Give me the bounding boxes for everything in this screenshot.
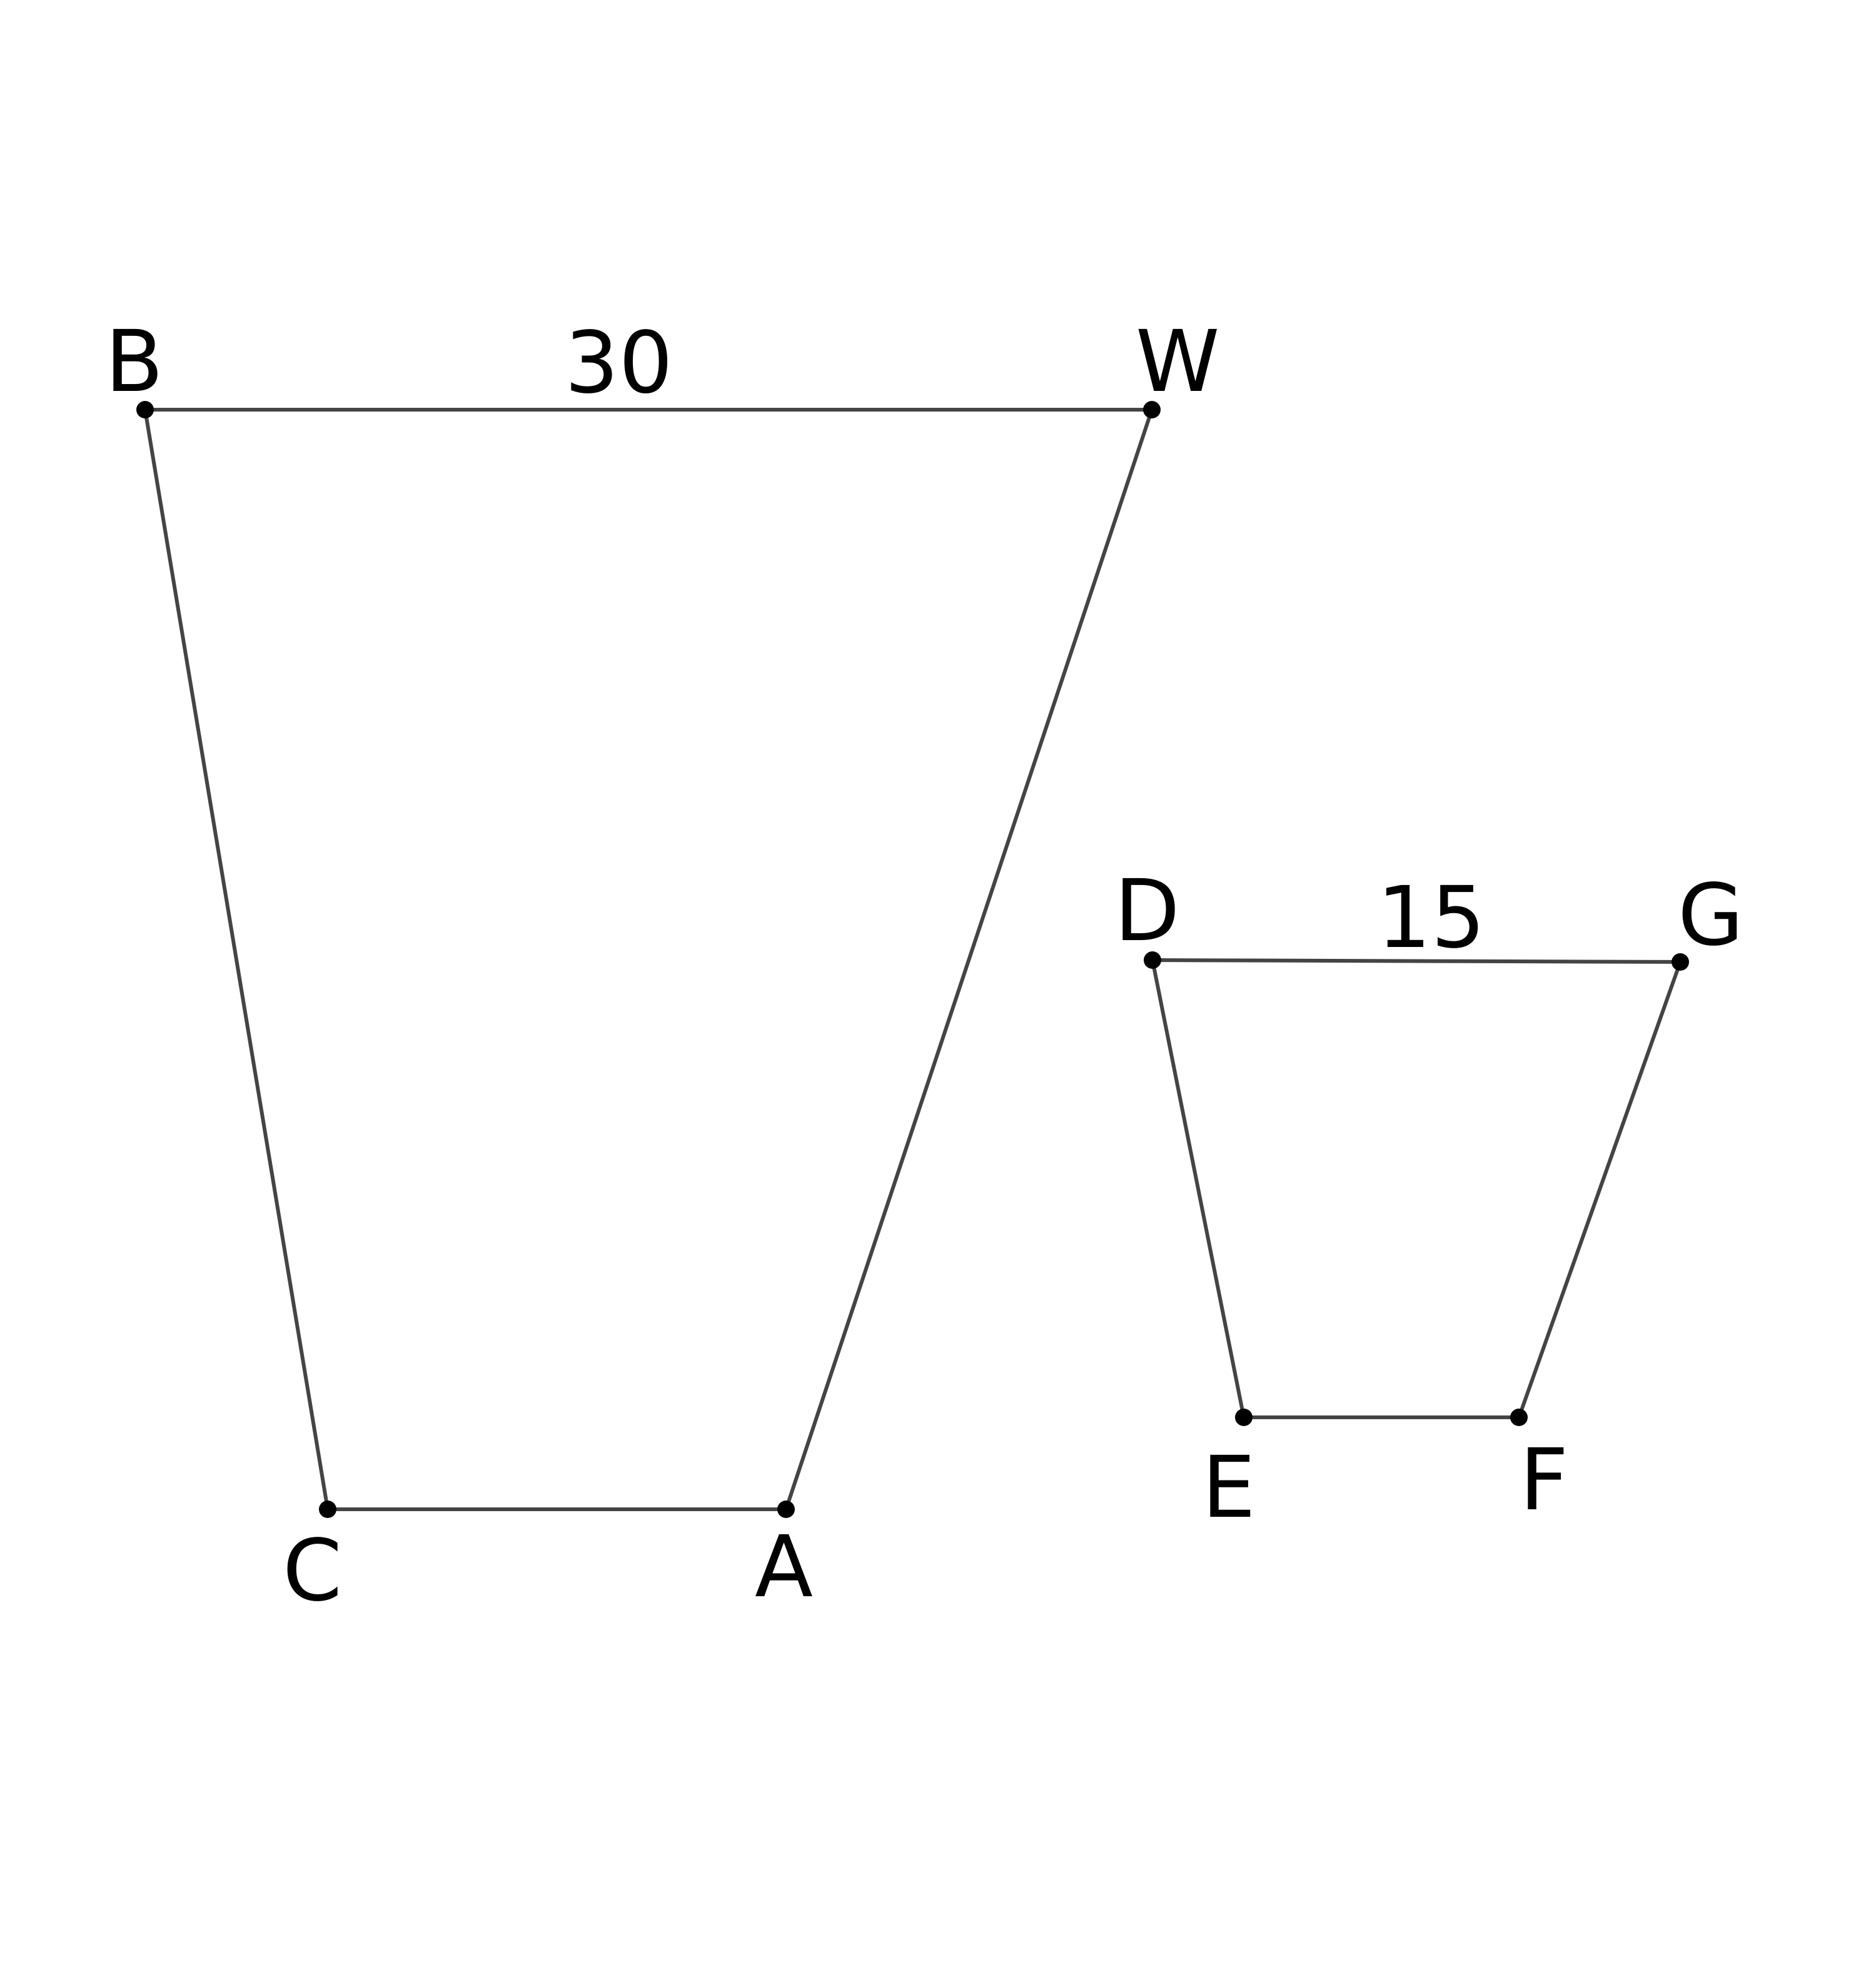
edge-wa — [784, 408, 1154, 1511]
vertex-w — [1143, 401, 1161, 418]
vertex-g — [1672, 953, 1689, 971]
vertex-d — [1144, 951, 1161, 969]
edge-ed — [1151, 958, 1246, 1419]
edge-dg — [1151, 958, 1682, 964]
label-e: E — [1202, 1439, 1256, 1537]
edge-gf — [1517, 960, 1682, 1419]
quadrilateral-bwac: B W A C 30 — [105, 313, 1219, 1621]
side-length-dg: 15 — [1377, 869, 1485, 968]
vertex-e — [1235, 1409, 1253, 1426]
label-b: B — [105, 313, 163, 412]
side-length-bw: 30 — [565, 314, 673, 413]
quadrilateral-dgfe: D G F E 15 — [1114, 862, 1743, 1537]
label-f: F — [1520, 1431, 1568, 1530]
vertex-b — [136, 401, 154, 418]
label-a: A — [755, 1518, 813, 1617]
vertex-f — [1510, 1409, 1528, 1426]
label-w: W — [1136, 313, 1219, 412]
label-c: C — [283, 1522, 342, 1621]
vertex-c — [319, 1501, 336, 1518]
label-g: G — [1678, 866, 1743, 965]
label-d: D — [1114, 862, 1180, 961]
edge-cb — [143, 408, 330, 1511]
vertex-a — [777, 1501, 795, 1518]
